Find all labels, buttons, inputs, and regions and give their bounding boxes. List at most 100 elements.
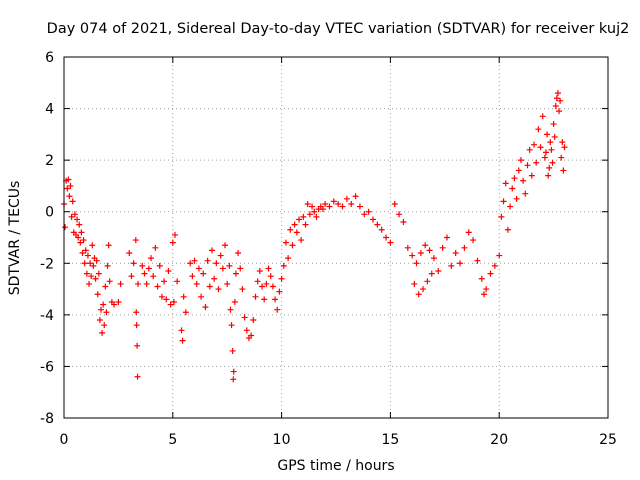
data-point: [117, 280, 124, 287]
y-tick-label: 2: [45, 153, 54, 169]
axis-ticks: 0 5 10 15 20 25 -8 -6 -4 -2 0 2 4 6: [40, 50, 617, 448]
data-point: [480, 291, 487, 298]
data-point: [141, 270, 148, 277]
data-point: [101, 322, 108, 329]
data-point: [526, 146, 533, 153]
data-point: [404, 244, 411, 251]
data-point: [84, 252, 91, 259]
data-point: [548, 146, 555, 153]
data-point: [413, 260, 420, 267]
data-point: [239, 286, 246, 293]
data-point: [93, 257, 100, 264]
data-point: [178, 327, 185, 334]
data-point: [428, 270, 435, 277]
data-point: [509, 185, 516, 192]
data-point: [319, 206, 326, 213]
data-point: [374, 221, 381, 228]
data-point: [533, 159, 540, 166]
data-point: [269, 283, 276, 290]
x-axis-label: GPS time / hours: [277, 458, 394, 474]
data-point: [278, 275, 285, 282]
data-point: [330, 198, 337, 205]
data-point: [547, 139, 554, 146]
data-point: [187, 260, 194, 267]
data-point: [213, 260, 220, 267]
data-point: [252, 293, 259, 300]
data-point: [219, 265, 226, 272]
data-point: [75, 234, 82, 241]
data-point: [452, 249, 459, 256]
data-point: [465, 229, 472, 236]
data-point: [182, 309, 189, 316]
y-tick-label: 0: [45, 205, 54, 221]
data-point: [180, 293, 187, 300]
data-point: [528, 172, 535, 179]
data-point: [541, 154, 548, 161]
data-point: [339, 203, 346, 210]
data-point: [443, 234, 450, 241]
data-point: [229, 347, 236, 354]
data-point: [215, 286, 222, 293]
data-point: [86, 280, 93, 287]
data-point: [383, 234, 390, 241]
data-point: [248, 332, 255, 339]
data-point: [206, 283, 213, 290]
grid: [64, 57, 608, 418]
data-point: [557, 97, 564, 104]
data-point: [280, 262, 287, 269]
data-point: [522, 190, 529, 197]
data-point: [556, 108, 563, 115]
y-tick-label: -4: [40, 308, 54, 324]
data-point: [231, 298, 238, 305]
data-point: [202, 304, 209, 311]
data-point: [306, 211, 313, 218]
data-point: [502, 180, 509, 187]
data-point: [87, 260, 94, 267]
data-point: [133, 322, 140, 329]
data-point: [387, 239, 394, 246]
data-points: [61, 90, 568, 383]
data-point: [322, 200, 329, 207]
data-point: [558, 154, 565, 161]
data-point: [71, 211, 78, 218]
data-point: [552, 102, 559, 109]
data-point: [535, 126, 542, 133]
data-point: [539, 113, 546, 120]
data-point: [520, 177, 527, 184]
data-point: [311, 208, 318, 215]
data-point: [293, 229, 300, 236]
data-point: [100, 301, 107, 308]
data-point: [409, 252, 416, 259]
chart-title: Day 074 of 2021, Sidereal Day-to-day VTE…: [47, 21, 630, 37]
y-tick-label: 6: [45, 50, 54, 66]
data-point: [267, 273, 274, 280]
data-point: [148, 255, 155, 262]
data-point: [491, 262, 498, 269]
data-point: [66, 193, 73, 200]
data-point: [500, 198, 507, 205]
data-point: [134, 342, 141, 349]
data-point: [378, 226, 385, 233]
data-point: [115, 298, 122, 305]
data-point: [132, 237, 139, 244]
data-point: [550, 121, 557, 128]
data-point: [69, 198, 76, 205]
y-tick-label: -2: [40, 256, 54, 272]
data-point: [356, 203, 363, 210]
data-point: [156, 262, 163, 269]
data-point: [191, 257, 198, 264]
data-point: [174, 278, 181, 285]
data-point: [326, 203, 333, 210]
data-point: [228, 322, 235, 329]
data-point: [145, 265, 152, 272]
data-point: [515, 167, 522, 174]
data-point: [193, 280, 200, 287]
data-point: [102, 283, 109, 290]
data-point: [81, 260, 88, 267]
data-point: [106, 278, 113, 285]
data-point: [474, 257, 481, 264]
data-point: [396, 211, 403, 218]
data-point: [274, 306, 281, 313]
x-tick-label: 15: [381, 432, 399, 448]
